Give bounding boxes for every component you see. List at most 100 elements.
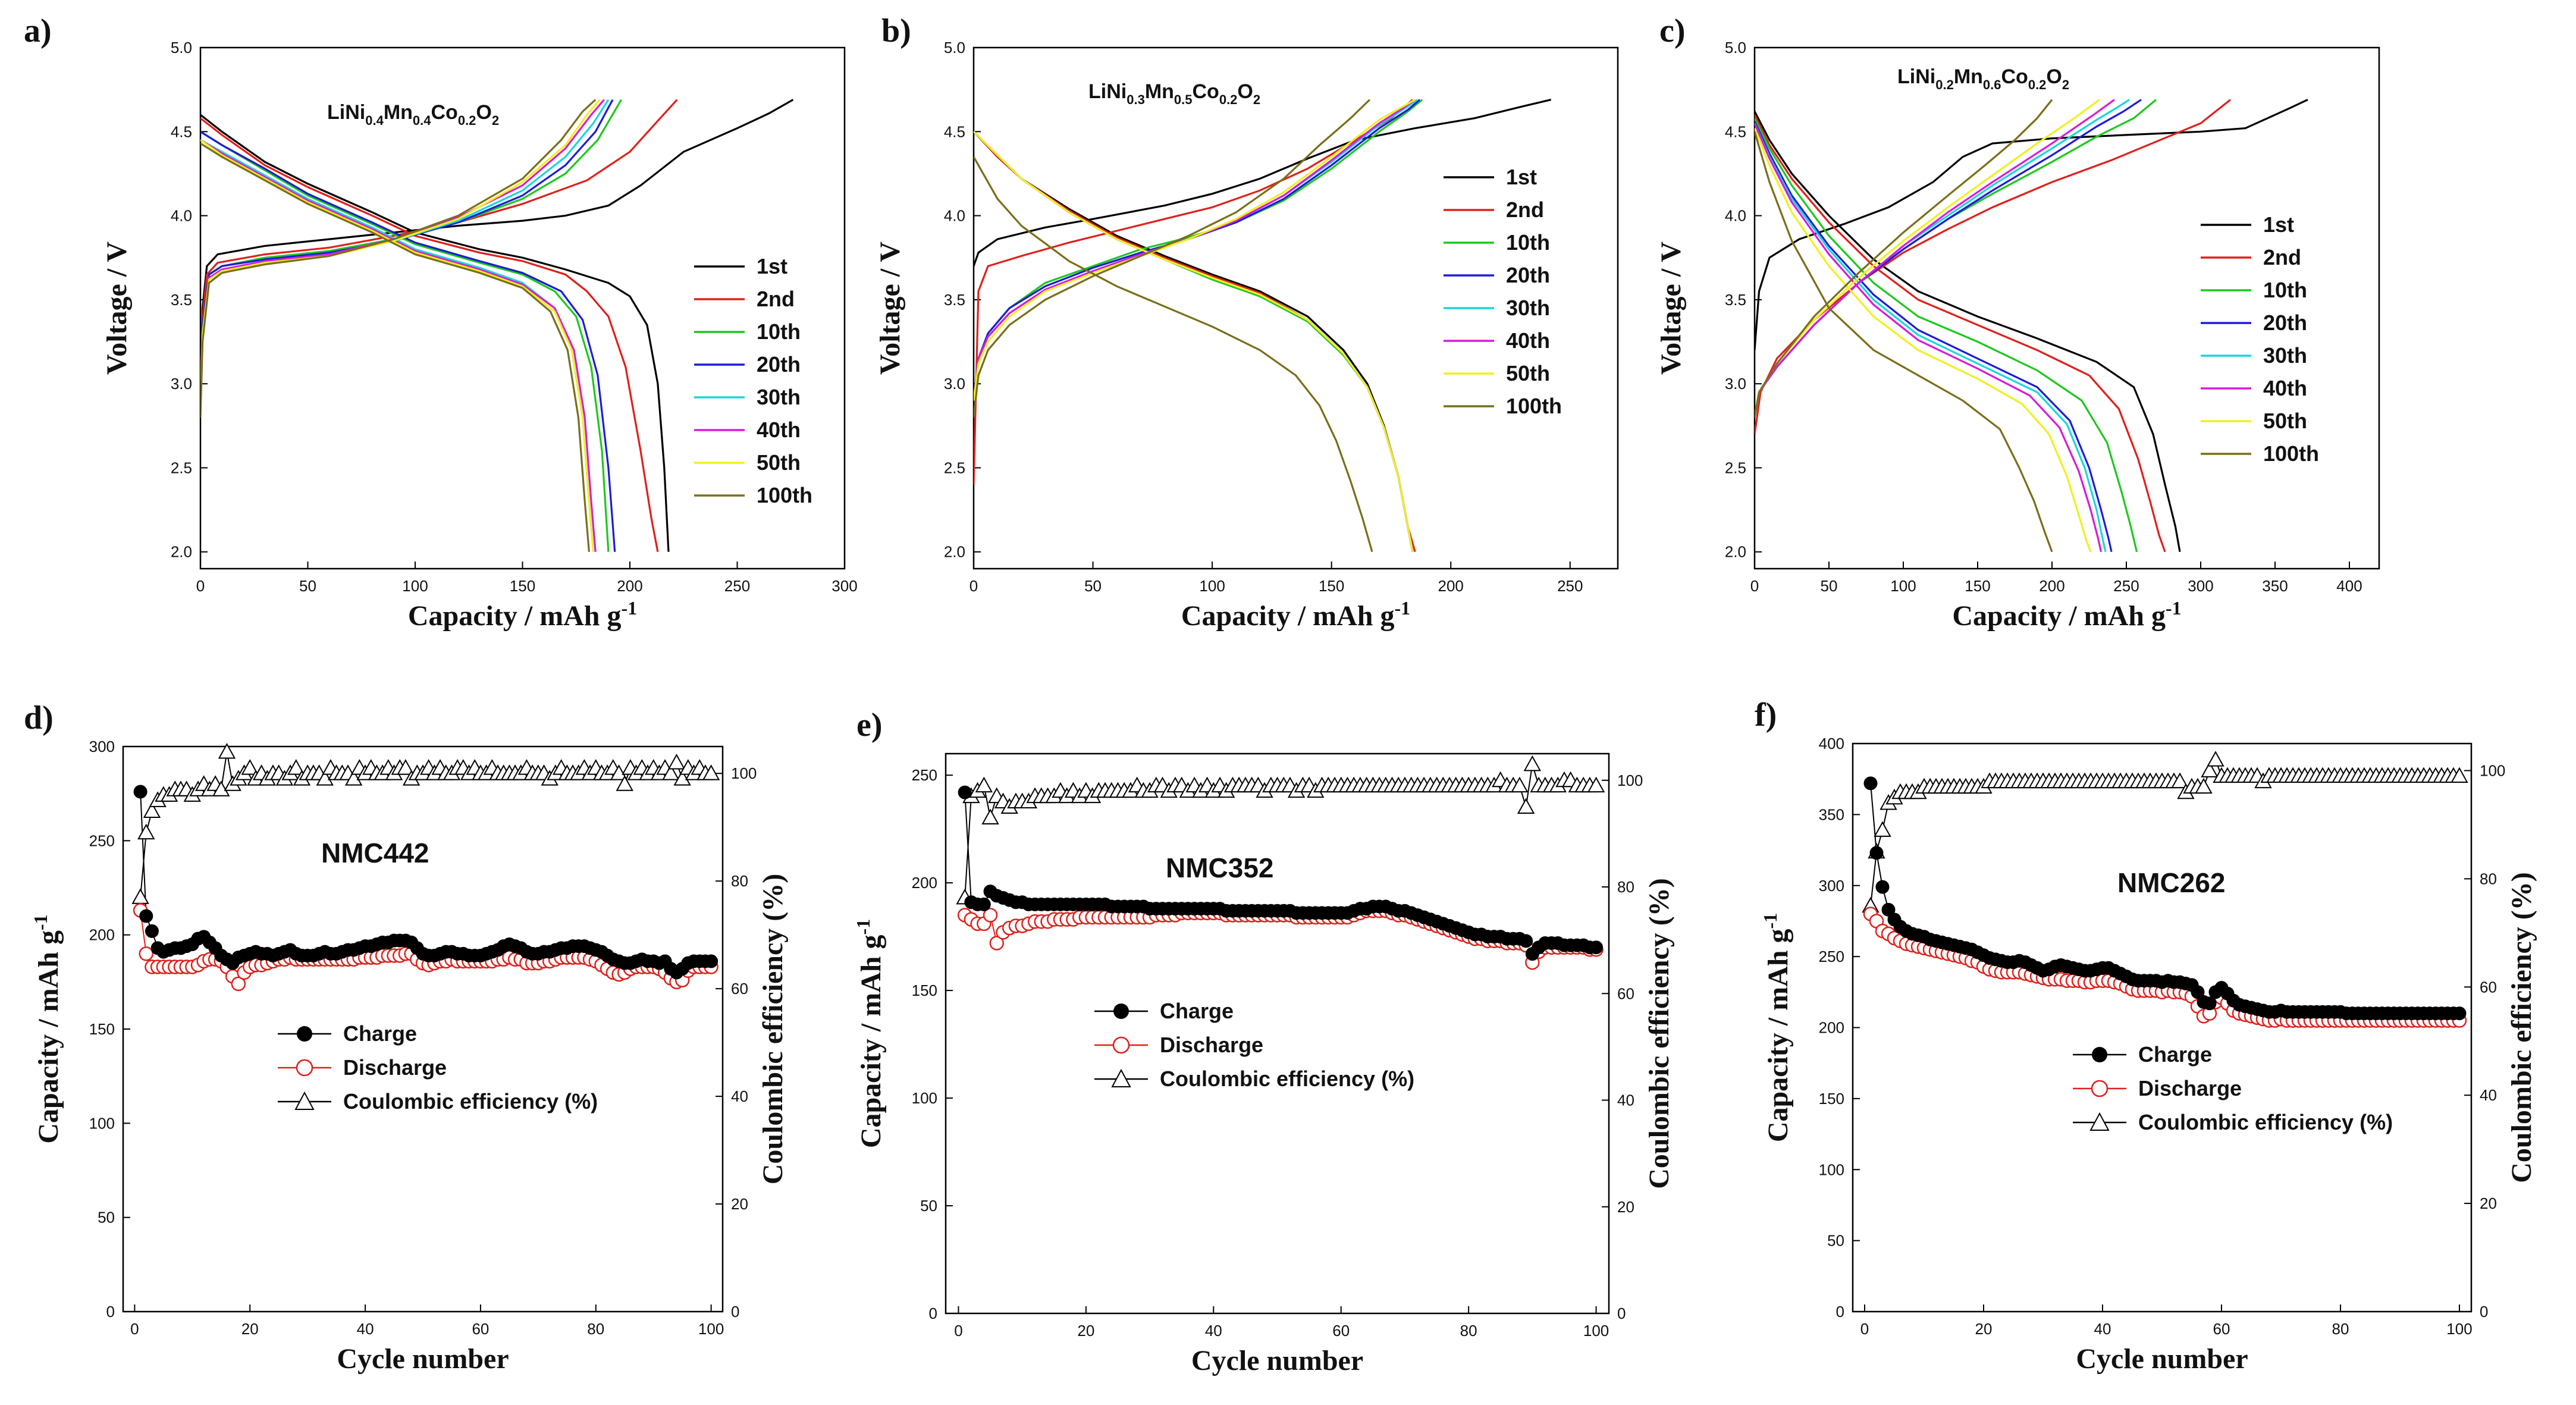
y2-tick-label: 100 (2480, 761, 2505, 779)
legend-label-2nd: 2nd (757, 287, 795, 311)
y-tick-label: 2.0 (171, 543, 192, 561)
charge-point (1589, 940, 1604, 955)
x-tick-label: 80 (1460, 1322, 1477, 1340)
panel-label: e) (856, 707, 883, 744)
ce-point (397, 759, 415, 775)
y-axis-label-sup: -1 (1759, 913, 1781, 929)
x-axis-label: Capacity / mAh g-1 (1952, 597, 2181, 632)
x-tick-label: 250 (1557, 577, 1583, 595)
x-axis-label: Cycle number (337, 1343, 509, 1375)
plot-frame (1753, 46, 2380, 570)
x-tick-label: 20 (241, 1320, 259, 1338)
x-tick-label: 100 (698, 1320, 724, 1338)
legend-label-30th: 30th (757, 385, 801, 409)
plot-frame (122, 745, 724, 1313)
formula-element: LiNi (1897, 65, 1935, 88)
discharge-line (1870, 913, 2459, 1021)
x-tick-label: 20 (1077, 1322, 1094, 1340)
y-tick-label: 4.0 (171, 207, 192, 225)
charge-point (1881, 902, 1896, 917)
x-tick-label: 200 (1438, 577, 1464, 595)
y2-tick-label: 80 (2480, 870, 2497, 887)
legend-label-50th: 50th (2263, 409, 2307, 433)
y-axis-label-sup: -1 (852, 919, 874, 935)
panel-label: b) (881, 12, 911, 49)
series-1st-discharge-line (200, 114, 670, 552)
legend-label-1st: 1st (2263, 212, 2294, 237)
y-axis-label: Voltage / V (1655, 242, 1687, 375)
x-tick-label: 250 (724, 577, 750, 595)
series-30th-discharge-line (200, 139, 595, 552)
legend-label-50th: 50th (1506, 361, 1550, 385)
y-tick-label: 150 (1819, 1090, 1844, 1108)
series-20th-discharge-line (974, 131, 1414, 552)
legend-label-40th: 40th (757, 418, 801, 442)
formula-subscript: 0.2 (1219, 92, 1238, 107)
x-tick-label: 350 (2262, 577, 2288, 595)
formula-subscript: 0.4 (365, 113, 384, 128)
x-tick-label: 150 (1319, 577, 1344, 595)
x-tick-label: 300 (832, 577, 857, 595)
x-tick-label: 0 (954, 1322, 962, 1340)
series-2nd-discharge-line (1755, 114, 2166, 553)
legend-label-10th: 10th (1506, 230, 1550, 255)
series-20th-discharge-line (1755, 121, 2113, 553)
ce-point (316, 770, 334, 786)
formula-element: LiNi (327, 101, 365, 124)
x-tick-label: 100 (1890, 577, 1916, 595)
legend-charge-marker (297, 1026, 312, 1042)
series-1st-discharge-line (974, 131, 1414, 552)
ce-point (662, 764, 680, 780)
panel-b: b) 0 50 100 150 200 250 2.0 2.5 3.0 3.5 4.0 4.5 5.0 Ca… (874, 12, 1619, 632)
series-50th-discharge-line (1755, 128, 2092, 553)
series-30th-discharge-line (1755, 123, 2107, 553)
legend-charge-marker (1113, 1003, 1129, 1019)
y-tick-label: 5.0 (1725, 39, 1746, 57)
charge-point (145, 924, 159, 938)
discharge-point (989, 936, 1005, 951)
panel-label: c) (1659, 12, 1686, 49)
formula-element: Co (1193, 80, 1219, 103)
legend-ce-marker (294, 1091, 315, 1110)
y-tick-label: 4.0 (944, 207, 965, 225)
y-tick-label: 300 (89, 738, 115, 755)
x-axis-label-sup: -1 (622, 597, 638, 619)
y-tick-label: 100 (912, 1089, 937, 1107)
charge-point (139, 909, 153, 923)
y-axis-label: Capacity / mAh g-1 (1759, 913, 1794, 1142)
y2-tick-label: 60 (2480, 978, 2497, 996)
y2-axis-label: Coulombic efficiency (%) (2506, 872, 2537, 1183)
x-axis-label-sup: -1 (2166, 597, 2182, 619)
ce-point (344, 770, 363, 786)
legend-label-100th: 100th (2263, 441, 2319, 466)
series-100th-discharge-line (200, 142, 590, 552)
x-tick-label: 40 (357, 1320, 374, 1338)
series-100th-charge-line (1755, 99, 2053, 418)
plot-frame (945, 752, 1610, 1315)
y-tick-label: 400 (1819, 735, 1844, 752)
legend-label-1st: 1st (1506, 165, 1537, 189)
x-tick-label: 0 (130, 1320, 139, 1338)
legend-label-20th: 20th (757, 352, 801, 377)
ce-point (702, 764, 720, 780)
y-tick-label: 5.0 (171, 39, 192, 57)
y-tick-label: 4.5 (944, 123, 965, 140)
formula-element: Mn (384, 101, 413, 124)
y-axis-label-sup: -1 (30, 914, 51, 930)
legend-label: Charge (1160, 999, 1234, 1023)
y2-tick-label: 100 (731, 764, 757, 782)
formula-element: LiNi (1088, 80, 1127, 103)
formula-element: Co (431, 101, 458, 124)
y-tick-label: 2.0 (944, 543, 965, 561)
series-10th-discharge-line (200, 130, 610, 552)
x-tick-label: 250 (2113, 577, 2139, 595)
legend-label-10th: 10th (757, 319, 801, 344)
y-tick-label: 4.5 (171, 123, 192, 140)
series-50th-discharge-line (200, 139, 595, 552)
plot-frame (1852, 742, 2473, 1313)
y-tick-label: 2.5 (171, 459, 192, 476)
legend-label-30th: 30th (2263, 343, 2307, 368)
x-tick-label: 0 (1860, 1320, 1869, 1338)
x-tick-label: 20 (1975, 1320, 1993, 1338)
ce-point (2171, 772, 2189, 789)
